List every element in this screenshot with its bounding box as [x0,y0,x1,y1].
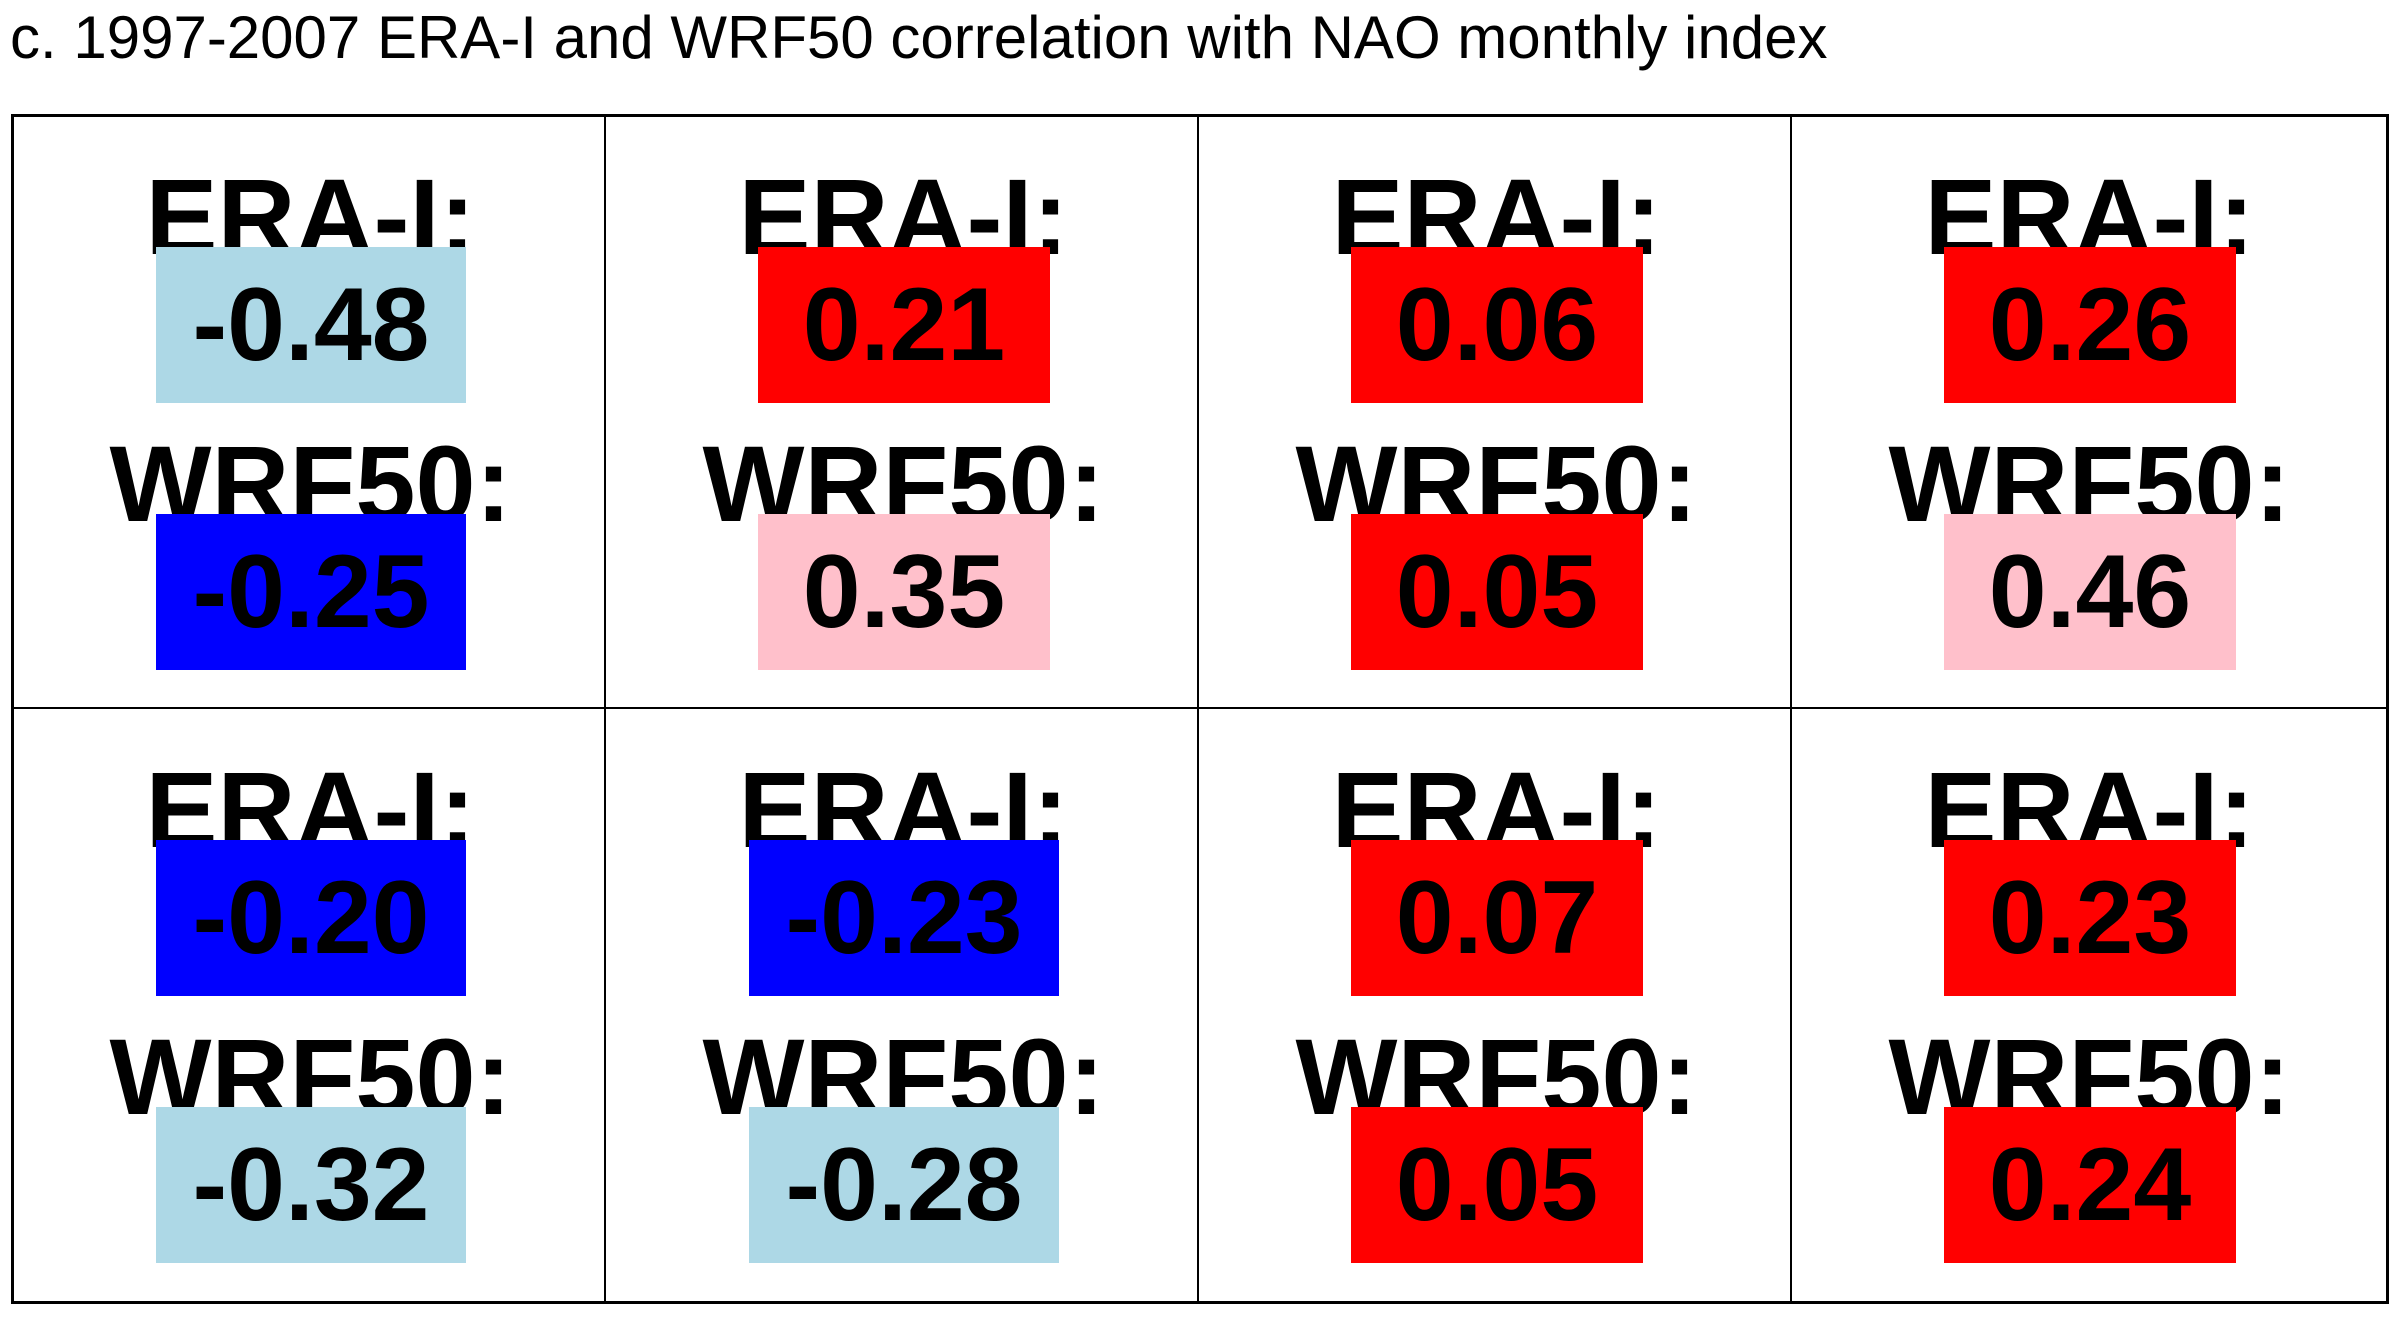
correlation-cell: ERA-I: 0.26 WRF50: 0.46 [1793,117,2386,710]
wrf-value-box: -0.28 [749,1107,1059,1263]
correlation-cell: ERA-I: -0.20 WRF50: -0.32 [14,710,607,1303]
era-value-box: 0.26 [1944,247,2236,403]
grid-divider-vertical [1197,117,1199,1301]
correlation-grid: ERA-I: -0.48 WRF50: -0.25 ERA-I: 0.21 WRF50: 0.… [11,114,2389,1304]
correlation-cell: ERA-I: 0.06 WRF50: 0.05 [1200,117,1793,710]
wrf-value-box: 0.35 [758,514,1050,670]
wrf-value-box: 0.24 [1944,1107,2236,1263]
correlation-cell: ERA-I: 0.21 WRF50: 0.35 [607,117,1200,710]
chart-title: c. 1997-2007 ERA-I and WRF50 correlation… [10,4,1828,71]
grid-divider-vertical [604,117,606,1301]
correlation-cell: ERA-I: -0.48 WRF50: -0.25 [14,117,607,710]
era-value-box: 0.23 [1944,840,2236,996]
grid-divider-vertical [1790,117,1792,1301]
correlation-cell: ERA-I: 0.07 WRF50: 0.05 [1200,710,1793,1303]
grid-divider-horizontal [14,707,2386,709]
wrf-value-box: -0.32 [156,1107,466,1263]
wrf-value-box: 0.46 [1944,514,2236,670]
era-value-box: -0.48 [156,247,466,403]
era-value-box: 0.06 [1351,247,1643,403]
wrf-value-box: -0.25 [156,514,466,670]
era-value-box: -0.20 [156,840,466,996]
wrf-value-box: 0.05 [1351,1107,1643,1263]
era-value-box: -0.23 [749,840,1059,996]
era-value-box: 0.07 [1351,840,1643,996]
wrf-value-box: 0.05 [1351,514,1643,670]
correlation-cell: ERA-I: -0.23 WRF50: -0.28 [607,710,1200,1303]
era-value-box: 0.21 [758,247,1050,403]
correlation-cell: ERA-I: 0.23 WRF50: 0.24 [1793,710,2386,1303]
